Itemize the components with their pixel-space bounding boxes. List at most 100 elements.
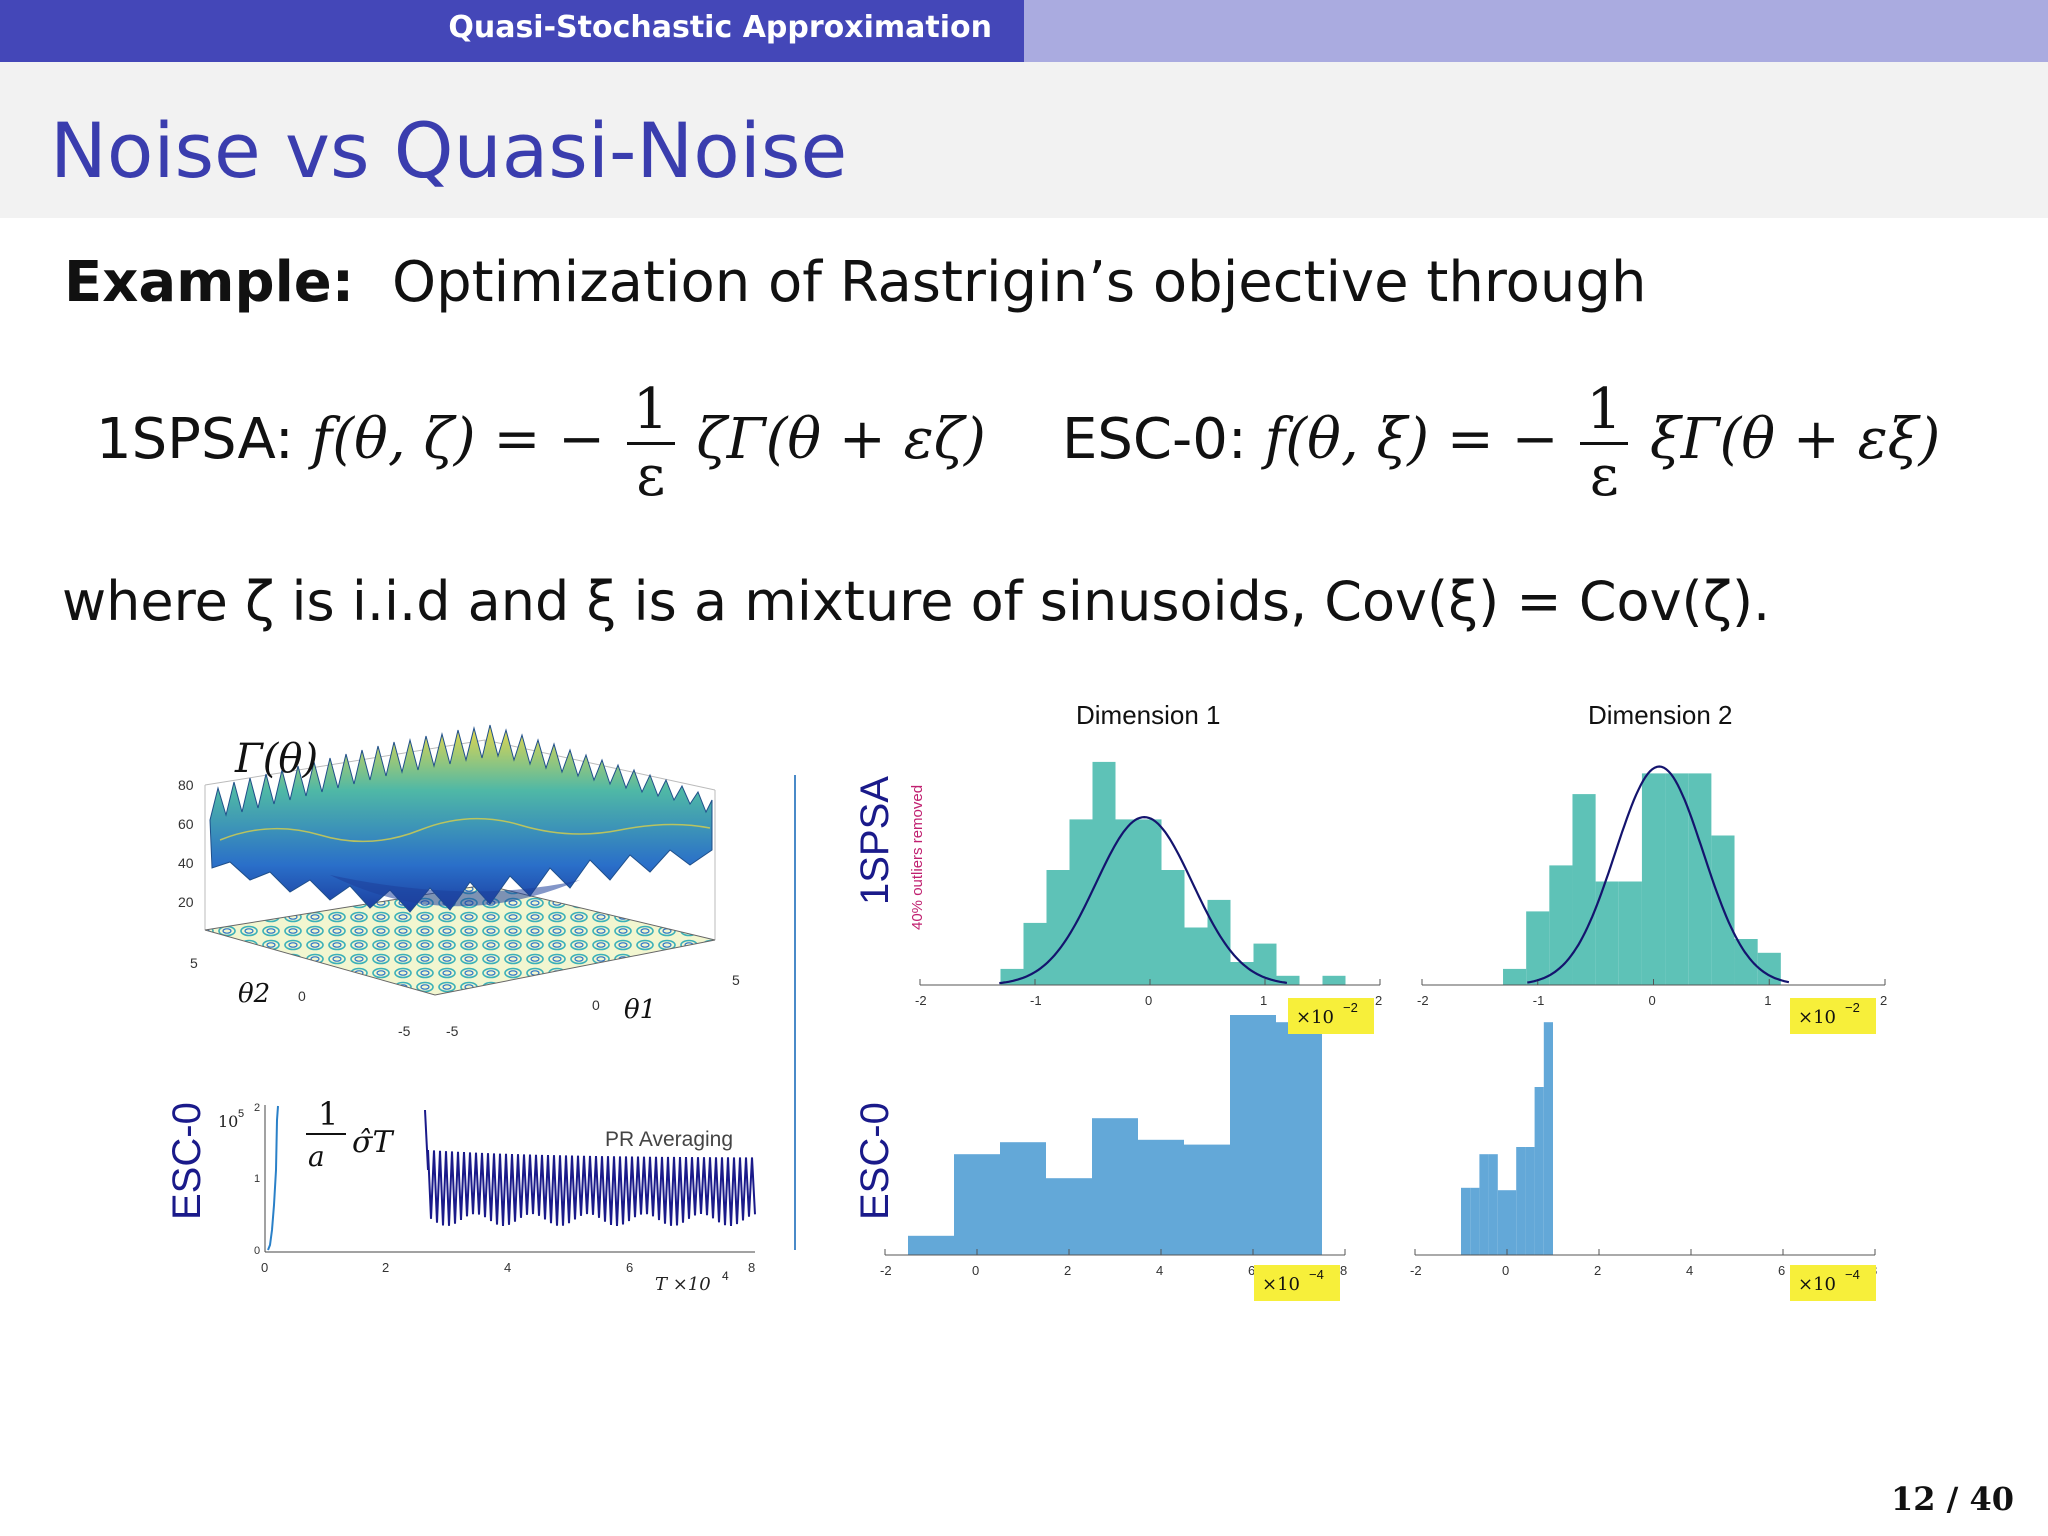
formula-1spsa-rhs: ζΓ(θ + εζ): [696, 407, 986, 472]
pr-x-tick: 4: [504, 1260, 511, 1275]
histogram-bar: [1534, 1087, 1544, 1255]
scale-badge-exp: −4: [1309, 1267, 1324, 1282]
scale-badge-text: ×10: [1798, 1007, 1836, 1028]
pr-y-tick: 1: [254, 1173, 260, 1185]
x-tick-label: 8: [1340, 1263, 1347, 1278]
x-tick-label: 1: [1764, 993, 1771, 1008]
title-bar: Noise vs Quasi-Noise: [0, 62, 2048, 218]
x-tick-label: 1: [1260, 993, 1267, 1008]
pr-expr-sigma: σ̂T: [352, 1125, 394, 1160]
pr-x-tick: 8: [748, 1260, 755, 1275]
pr-scale-label: 10: [218, 1112, 238, 1131]
histogram-bar: [1572, 794, 1596, 985]
x-tick: 0: [592, 997, 600, 1013]
histogram-1spsa-dim2: -2 -1 0 1 2: [1417, 765, 1887, 1008]
column-title-dimension-1: Dimension 1: [1076, 700, 1221, 730]
formula-1spsa-fraction: 1 ε: [626, 378, 675, 509]
y-tick: 0: [298, 988, 306, 1004]
x-tick-label: 2: [1064, 1263, 1071, 1278]
x-tick-label: 6: [1248, 1263, 1255, 1278]
x-tick-label: 4: [1686, 1263, 1693, 1278]
histogram-bar: [1516, 1147, 1526, 1255]
z-tick: 40: [178, 855, 194, 871]
x-tick: 5: [732, 972, 740, 988]
surface-function-label: Γ(θ): [234, 736, 318, 782]
pr-row-label: ESC-0: [165, 1102, 209, 1220]
example-label: Example:: [64, 250, 355, 315]
histogram-bar: [1184, 1144, 1230, 1255]
theta1-label: θ1: [624, 995, 656, 1025]
x-tick-label: -2: [1410, 1263, 1422, 1278]
fraction-denominator: ε: [1589, 444, 1619, 509]
pr-scale-exp: 5: [238, 1108, 244, 1120]
histogram-bar: [1000, 968, 1024, 985]
histogram-bar: [1069, 819, 1093, 985]
scale-badge-exp: −4: [1845, 1267, 1860, 1282]
pr-x-tick: 2: [382, 1260, 389, 1275]
formula-esc0: ESC-0: f(θ, ξ) = − 1 ε ξΓ(θ + εξ): [1062, 378, 1940, 509]
histogram-bar: [1595, 881, 1619, 985]
surface-valley: [330, 875, 580, 907]
formula-esc0-lhs: f(θ, ξ) = −: [1264, 407, 1559, 472]
histogram-bar: [1207, 899, 1231, 985]
pr-axes: [264, 1105, 755, 1253]
histogram-bar: [1115, 819, 1139, 985]
formula-1spsa: 1SPSA: f(θ, ζ) = − 1 ε ζΓ(θ + εζ): [96, 378, 986, 509]
x-tick-label: -1: [1533, 993, 1545, 1008]
histogram-bar: [1230, 962, 1254, 985]
histogram-bar: [1549, 865, 1573, 985]
histogram-bar: [1276, 1022, 1322, 1255]
histogram-bar: [1479, 1154, 1489, 1255]
pr-y-tick: 2: [254, 1102, 260, 1114]
pr-expr-den: a: [308, 1140, 325, 1173]
pr-oscillation-series: [424, 1109, 756, 1227]
section-header-right: [1024, 0, 2048, 62]
column-title-dimension-2: Dimension 2: [1588, 700, 1733, 730]
slide-title: Noise vs Quasi-Noise: [50, 106, 848, 195]
histogram-bar: [1665, 773, 1689, 985]
histogram-bar: [1230, 1015, 1276, 1255]
section-header: Quasi-Stochastic Approximation: [0, 0, 2048, 62]
histogram-bar: [1276, 975, 1300, 985]
formula-esc0-rhs: ξΓ(θ + εξ): [1649, 407, 1941, 472]
x-tick-label: -1: [1030, 993, 1042, 1008]
histogram-bar: [1000, 1142, 1046, 1255]
row-label-1spsa: 1SPSA: [853, 776, 897, 905]
contour-floor: [204, 884, 716, 996]
scale-badge-top-right: [1790, 998, 1876, 1034]
scale-badge-bottom-left: [1254, 1265, 1340, 1301]
x-tick-label: 4: [1156, 1263, 1163, 1278]
section-header-left: Quasi-Stochastic Approximation: [0, 0, 1024, 62]
scale-badge-text: ×10: [1296, 1007, 1334, 1028]
x-tick-label: 0: [1145, 993, 1152, 1008]
x-tick-label: 0: [972, 1263, 979, 1278]
fraction-denominator: ε: [636, 444, 666, 509]
fraction-numerator: 1: [1580, 378, 1629, 445]
x-tick-label: -2: [880, 1263, 892, 1278]
y-tick: 5: [190, 955, 198, 971]
x-tick-label: 0: [1649, 993, 1656, 1008]
histogram-bar: [1138, 1139, 1184, 1255]
x-tick-label: 6: [1778, 1263, 1785, 1278]
gaussian-fit-curve: [999, 815, 1288, 985]
scale-badge-bottom-right: [1790, 1265, 1876, 1301]
histogram-bar: [1526, 911, 1550, 985]
histogram-bar: [1092, 1118, 1138, 1255]
page-number: 12 / 40: [1890, 1480, 2014, 1518]
z-tick: 60: [178, 816, 194, 832]
histogram-bar: [1543, 1022, 1553, 1255]
histogram-figure: 1SPSA 40% outliers removed ESC-0 Dimensi…: [853, 700, 1887, 1301]
pr-x-tick: 0: [261, 1260, 268, 1275]
histogram-esc0-dim1: -2 0 2 4 6 8: [880, 1015, 1347, 1278]
scale-badge-exp: −2: [1343, 1000, 1358, 1015]
histogram-bar: [1184, 927, 1208, 985]
section-title: Quasi-Stochastic Approximation: [448, 10, 992, 45]
scale-badge-text: ×10: [1798, 1274, 1836, 1295]
pr-expr-num: 1: [318, 1095, 338, 1133]
left-figure: 80 60 40 20 Γ(θ) 5 0 -5 θ2 -5 0 5 θ1 ESC…: [165, 724, 756, 1295]
formula-esc0-label: ESC-0:: [1062, 407, 1247, 472]
histogram-bar: [1470, 1187, 1480, 1255]
figure-divider: [794, 775, 796, 1250]
histogram-bar: [954, 1154, 1000, 1255]
